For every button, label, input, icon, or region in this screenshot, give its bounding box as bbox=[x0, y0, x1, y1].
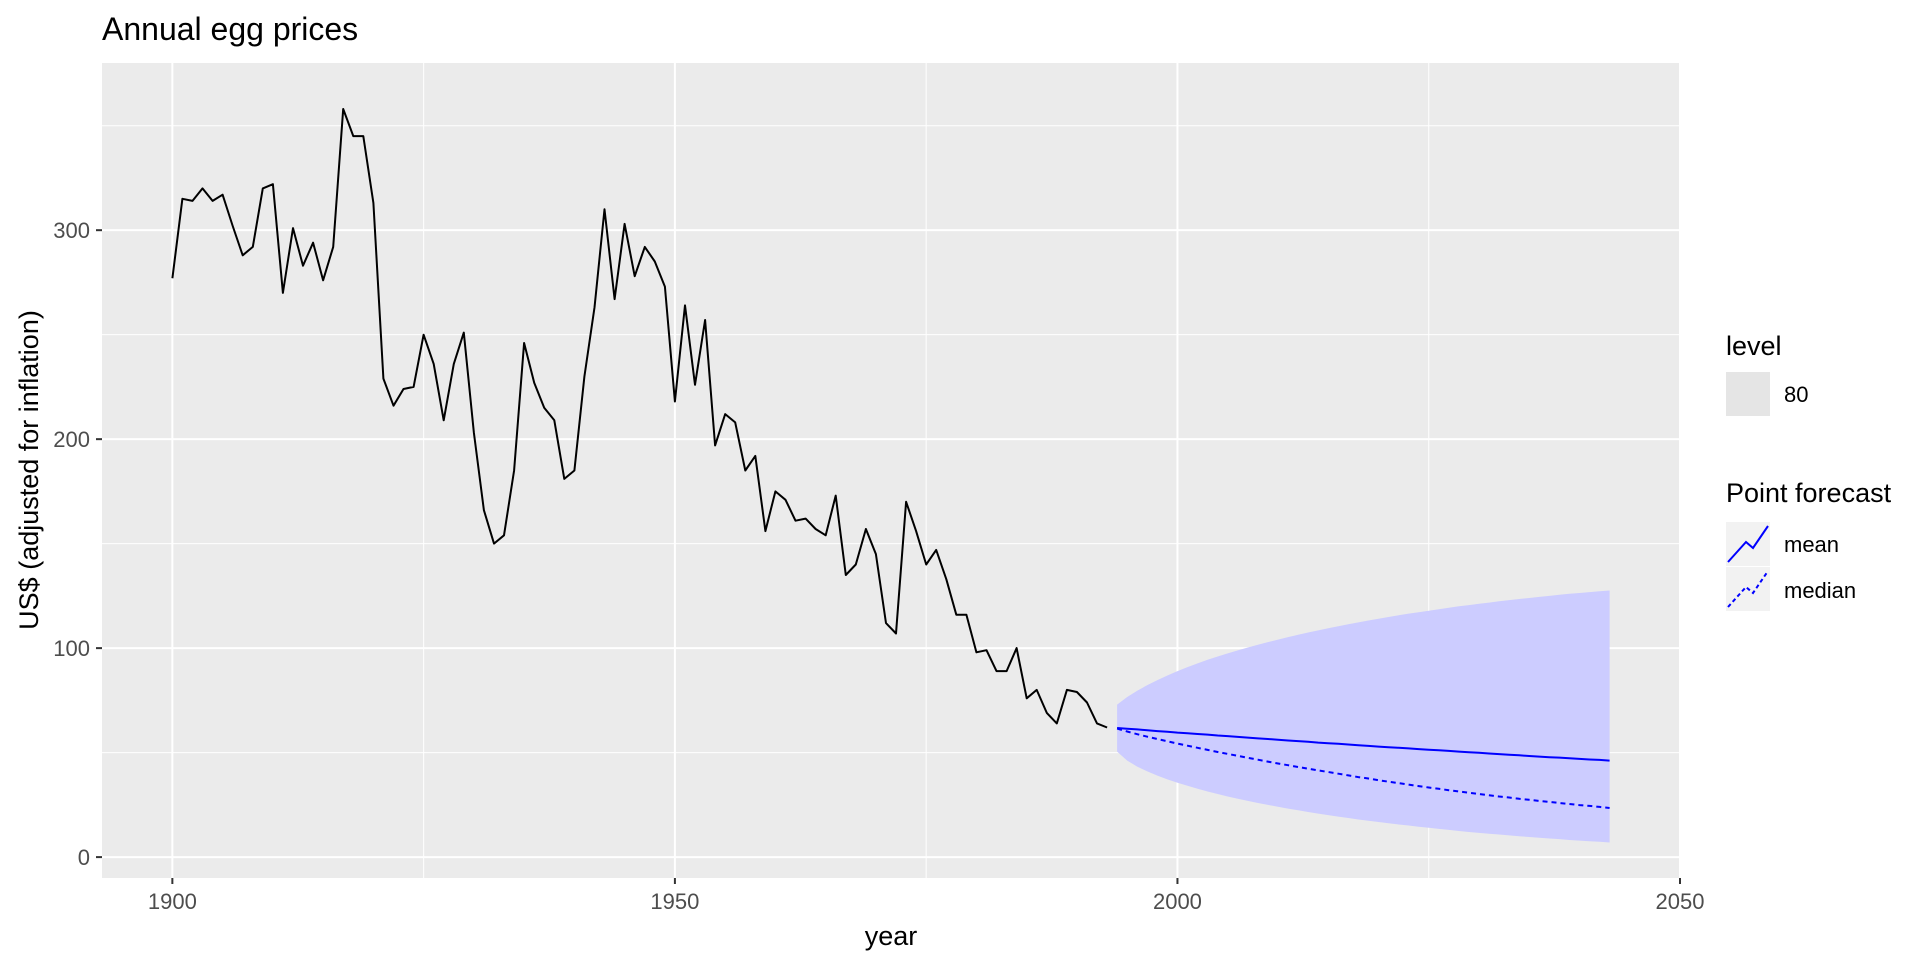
legend-line-median bbox=[1727, 570, 1769, 608]
x-axis: 1900 1950 2000 2050 bbox=[148, 878, 1705, 914]
history-layer bbox=[171, 108, 1108, 729]
prediction-interval-layer bbox=[1117, 590, 1610, 843]
legend-key-80 bbox=[1726, 372, 1770, 416]
x-tick-label: 2050 bbox=[1656, 889, 1705, 914]
y-axis: 0 100 200 300 bbox=[53, 218, 102, 870]
forecast-layer bbox=[1116, 727, 1610, 809]
x-tick-label: 1900 bbox=[148, 889, 197, 914]
legend-label-median: median bbox=[1784, 578, 1856, 603]
y-axis-title: US$ (adjusted for inflation) bbox=[14, 310, 44, 630]
y-tick-label: 100 bbox=[53, 636, 90, 661]
x-axis-title: year bbox=[865, 921, 918, 951]
legend: level 80 Point forecast mean median bbox=[1726, 331, 1892, 611]
legend-line-mean bbox=[1727, 525, 1769, 563]
y-tick-label: 300 bbox=[53, 218, 90, 243]
chart-title: Annual egg prices bbox=[102, 11, 358, 47]
legend-label-80: 80 bbox=[1784, 382, 1808, 407]
y-tick-label: 0 bbox=[78, 845, 90, 870]
legend-title-level: level bbox=[1726, 331, 1782, 361]
forecast-line-mean bbox=[1117, 727, 1610, 762]
y-tick-label: 200 bbox=[53, 427, 90, 452]
prediction-interval-80 bbox=[1117, 590, 1610, 843]
forecast-line-median bbox=[1116, 727, 1610, 809]
legend-label-mean: mean bbox=[1784, 532, 1839, 557]
x-tick-label: 1950 bbox=[650, 889, 699, 914]
legend-title-point-forecast: Point forecast bbox=[1726, 478, 1892, 508]
history-line bbox=[171, 108, 1108, 729]
x-tick-label: 2000 bbox=[1153, 889, 1202, 914]
